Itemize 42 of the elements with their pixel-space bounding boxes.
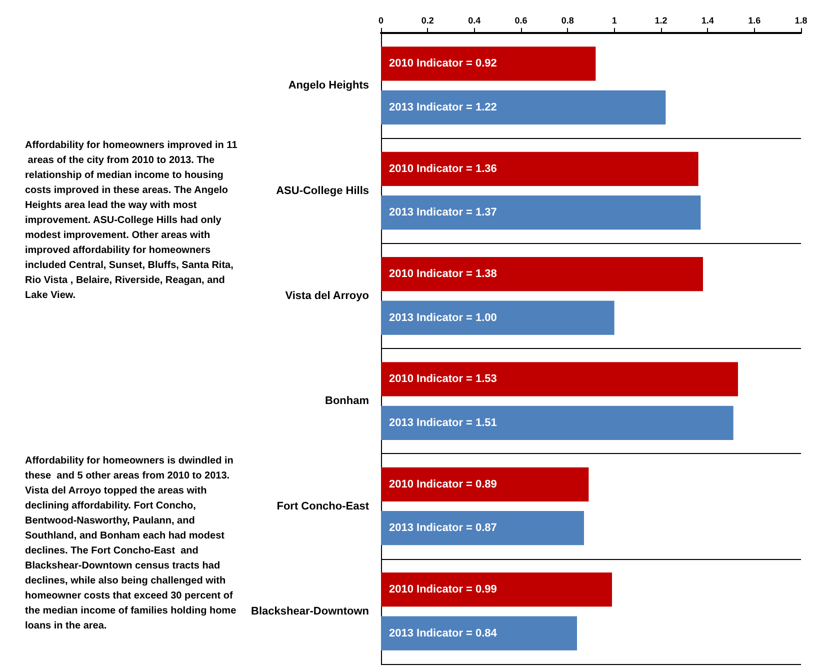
x-tick-label: 0.4 [468, 16, 481, 26]
bar [381, 300, 614, 335]
y-tick-label: Angelo Heights [288, 80, 369, 92]
bar [381, 467, 589, 502]
data-label: 2013 Indicator = 1.22 [389, 101, 497, 114]
x-tick-label: 0.2 [421, 16, 434, 26]
text: Affordability for homeowners is dwindled in these and 5 other areas from 2010 to 2013. Vista del Arroyo topped the areas with declining affordability. Fort Concho, Bentwood-Nasworthy, Paulann, and Southland, and Bonham each had modest declines. The Fort Concho-East and Blackshear-Downtown census tracts had declines, while also being challenged with homeowner costs that exceed 30 percent of the median income of families holding home loans in the area. [25, 456, 236, 632]
bar [381, 572, 612, 607]
x-tick-label: 0.6 [514, 16, 528, 26]
y-tick-label: Bonham [325, 395, 370, 408]
x-tick-label: 1.8 [794, 16, 808, 26]
data-label: 2013 Indicator = 0.87 [389, 522, 497, 534]
x-tick-label: 1.6 [748, 16, 761, 26]
x-tick-label: 1 [612, 16, 617, 26]
data-label: 2010 Indicator = 1.36 [389, 162, 497, 175]
bar [381, 257, 703, 292]
bar [381, 152, 698, 186]
bar [381, 46, 596, 81]
y-tick-label: Vista del Arroyo [285, 290, 370, 302]
bar [381, 362, 738, 396]
data-label: 2010 Indicator = 1.53 [389, 373, 497, 386]
data-label: 2010 Indicator = 0.92 [389, 58, 497, 70]
data-label: 2010 Indicator = 0.99 [389, 584, 497, 596]
bar [381, 616, 577, 650]
y-tick-label: Fort Concho-East [276, 500, 370, 512]
bar [381, 90, 666, 124]
x-tick-label: 0.8 [561, 16, 574, 26]
data-label: 2010 Indicator = 0.89 [389, 478, 497, 490]
y-tick-label: Blackshear-Downtown [251, 605, 370, 618]
x-tick-label: 1.2 [654, 16, 668, 26]
text: Affordability for homeowners improved in 11 areas of the city from 2010 to 2013. The relationship of median income to housing costs improved in these areas. The Angelo Heights area lead the way with most improvement. ASU-College Hills had only modest improvement. Other areas with improved affordability for homeowners included Central, Sunset, Bluffs, Santa Rita, Rio Vista , Belaire, Riverside, Reagan, and Lake View. [25, 140, 238, 302]
bar [381, 196, 701, 230]
data-label: 2013 Indicator = 1.51 [389, 416, 497, 429]
x-tick-label: 0 [378, 16, 384, 26]
bar [381, 511, 584, 546]
x-tick-label: 1.4 [701, 16, 714, 26]
bar [381, 406, 734, 440]
data-label: 2013 Indicator = 0.84 [389, 627, 498, 640]
data-label: 2013 Indicator = 1.37 [389, 206, 497, 219]
y-tick-label: ASU-College Hills [276, 184, 369, 197]
data-label: 2013 Indicator = 1.00 [389, 312, 497, 324]
data-label: 2010 Indicator = 1.38 [389, 268, 497, 280]
